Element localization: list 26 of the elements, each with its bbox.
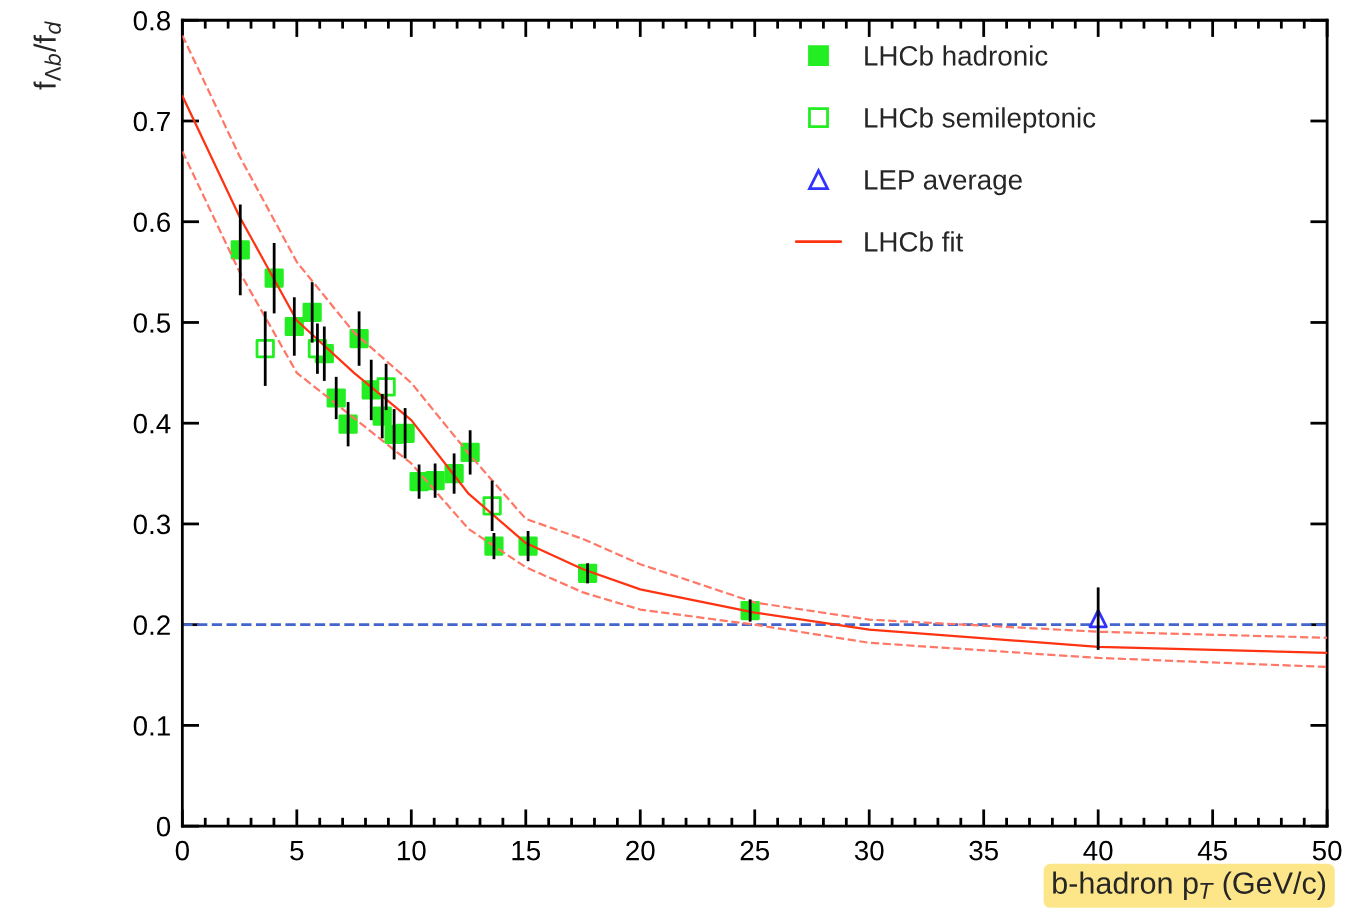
legend-label: LHCb semileptonic [865, 107, 1096, 134]
x-tick-label: 35 [969, 840, 998, 861]
y-tick-label: 0.6 [133, 212, 171, 233]
x-tick-label: 25 [740, 840, 770, 861]
y-tick-label: 0.7 [133, 111, 170, 132]
x-tick-label: 20 [626, 840, 655, 861]
x-tick-label: 50 [1312, 840, 1342, 861]
x-tick-label: 40 [1083, 840, 1113, 861]
y-tick-label: 0.1 [133, 716, 170, 736]
x-axis-title: b-hadron p$_{T}$ (GeV/c) [1053, 871, 1326, 900]
y-axis-title: f$_{Λb}$/f$_{d}$ [33, 21, 61, 90]
legend-label: LHCb fit [865, 231, 964, 252]
legend-label: LHCb hadronic [865, 45, 1048, 66]
y-tick-label: 0.3 [133, 514, 171, 535]
y-tick-label: 0.4 [133, 413, 171, 434]
x-tick-label: 5 [290, 841, 304, 861]
y-tick-label: 0.5 [133, 313, 171, 333]
x-tick-label: 30 [854, 840, 884, 861]
legend-label: LEP average [865, 170, 1022, 196]
y-tick-label: 0.2 [133, 615, 170, 636]
x-tick-label: 15 [512, 841, 541, 861]
x-tick-label: 10 [397, 840, 426, 861]
x-tick-label: 45 [1197, 841, 1227, 861]
y-tick-label: 0 [156, 816, 171, 837]
y-tick-label: 0.8 [133, 10, 171, 31]
x-tick-label: 0 [175, 840, 189, 861]
